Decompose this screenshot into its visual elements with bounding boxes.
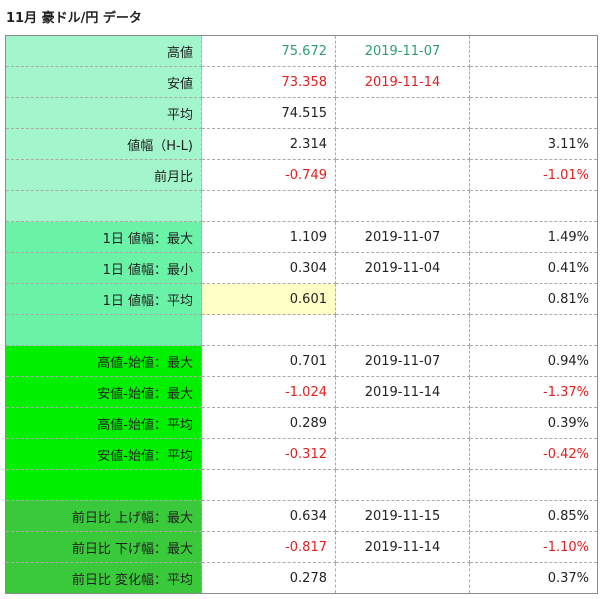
- row-date: 2019-11-14: [335, 376, 470, 408]
- table-row-spacer: [5, 190, 598, 222]
- row-label: [5, 190, 202, 222]
- row-label: 高値-始値：最大: [5, 345, 202, 377]
- row-value: 0.304: [201, 252, 336, 284]
- row-label: 前日比 変化幅：平均: [5, 562, 202, 594]
- row-percent: 3.11%: [469, 128, 598, 160]
- table-row: 前日比 上げ幅：最大 0.634 2019-11-15 0.85%: [5, 500, 598, 532]
- row-date: 2019-11-07: [335, 221, 470, 253]
- row-date: 2019-11-14: [335, 66, 470, 98]
- row-date: [335, 407, 470, 439]
- row-value: -0.817: [201, 531, 336, 563]
- row-value: 73.358: [201, 66, 336, 98]
- data-table: 高値 75.672 2019-11-07 安値 73.358 2019-11-1…: [5, 35, 598, 594]
- table-row: 高値 75.672 2019-11-07: [5, 35, 598, 67]
- row-value: 1.109: [201, 221, 336, 253]
- row-date: [335, 469, 470, 501]
- row-label: 前月比: [5, 159, 202, 191]
- row-label: [5, 314, 202, 346]
- row-value: [201, 469, 336, 501]
- row-date: [335, 314, 470, 346]
- row-percent: [469, 190, 598, 222]
- table-row: 前月比 -0.749 -1.01%: [5, 159, 598, 191]
- row-percent: 0.94%: [469, 345, 598, 377]
- row-date: 2019-11-15: [335, 500, 470, 532]
- table-row: 高値-始値：平均 0.289 0.39%: [5, 407, 598, 439]
- row-percent: -0.42%: [469, 438, 598, 470]
- row-label: 高値-始値：平均: [5, 407, 202, 439]
- row-label: 前日比 上げ幅：最大: [5, 500, 202, 532]
- table-row: 平均 74.515: [5, 97, 598, 129]
- row-label: 1日 値幅：最大: [5, 221, 202, 253]
- page-title: 11月 豪ドル/円 データ: [6, 11, 142, 26]
- row-percent: [469, 469, 598, 501]
- row-value: 2.314: [201, 128, 336, 160]
- row-value: 0.634: [201, 500, 336, 532]
- row-percent: [469, 314, 598, 346]
- row-label: 安値-始値：最大: [5, 376, 202, 408]
- table-row: 安値 73.358 2019-11-14: [5, 66, 598, 98]
- row-value: -0.312: [201, 438, 336, 470]
- row-percent: 1.49%: [469, 221, 598, 253]
- row-date: [335, 97, 470, 129]
- row-value: 75.672: [201, 35, 336, 67]
- table-row: 値幅（H-L) 2.314 3.11%: [5, 128, 598, 160]
- row-date: [335, 159, 470, 191]
- row-percent: [469, 97, 598, 129]
- row-percent: 0.41%: [469, 252, 598, 284]
- row-percent: 0.37%: [469, 562, 598, 594]
- row-percent: 0.85%: [469, 500, 598, 532]
- row-label: 高値: [5, 35, 202, 67]
- row-label: 1日 値幅：最小: [5, 252, 202, 284]
- row-percent: [469, 35, 598, 67]
- row-percent: -1.37%: [469, 376, 598, 408]
- row-value-highlighted: 0.601: [201, 283, 336, 315]
- table-row: 前日比 下げ幅：最大 -0.817 2019-11-14 -1.10%: [5, 531, 598, 563]
- table-row: 高値-始値：最大 0.701 2019-11-07 0.94%: [5, 345, 598, 377]
- row-label: 値幅（H-L): [5, 128, 202, 160]
- table-row: 安値-始値：平均 -0.312 -0.42%: [5, 438, 598, 470]
- row-date: 2019-11-07: [335, 345, 470, 377]
- row-percent: 0.81%: [469, 283, 598, 315]
- table-row-spacer: [5, 314, 598, 346]
- row-label: 平均: [5, 97, 202, 129]
- table-row: 安値-始値：最大 -1.024 2019-11-14 -1.37%: [5, 376, 598, 408]
- row-value: [201, 190, 336, 222]
- table-row: 1日 値幅：最大 1.109 2019-11-07 1.49%: [5, 221, 598, 253]
- row-percent: -1.01%: [469, 159, 598, 191]
- row-value: -1.024: [201, 376, 336, 408]
- row-percent: 0.39%: [469, 407, 598, 439]
- row-value: -0.749: [201, 159, 336, 191]
- row-date: [335, 283, 470, 315]
- table-row: 前日比 変化幅：平均 0.278 0.37%: [5, 562, 598, 594]
- row-date: [335, 562, 470, 594]
- row-date: [335, 128, 470, 160]
- table-row-spacer: [5, 469, 598, 501]
- table-row: 1日 値幅：平均 0.601 0.81%: [5, 283, 598, 315]
- row-label: 1日 値幅：平均: [5, 283, 202, 315]
- row-date: 2019-11-07: [335, 35, 470, 67]
- row-date: [335, 438, 470, 470]
- row-label: [5, 469, 202, 501]
- row-percent: -1.10%: [469, 531, 598, 563]
- row-date: [335, 190, 470, 222]
- row-label: 前日比 下げ幅：最大: [5, 531, 202, 563]
- row-percent: [469, 66, 598, 98]
- table-row: 1日 値幅：最小 0.304 2019-11-04 0.41%: [5, 252, 598, 284]
- row-value: [201, 314, 336, 346]
- row-value: 0.289: [201, 407, 336, 439]
- row-value: 0.701: [201, 345, 336, 377]
- row-date: 2019-11-04: [335, 252, 470, 284]
- row-label: 安値-始値：平均: [5, 438, 202, 470]
- row-value: 74.515: [201, 97, 336, 129]
- row-date: 2019-11-14: [335, 531, 470, 563]
- row-label: 安値: [5, 66, 202, 98]
- row-value: 0.278: [201, 562, 336, 594]
